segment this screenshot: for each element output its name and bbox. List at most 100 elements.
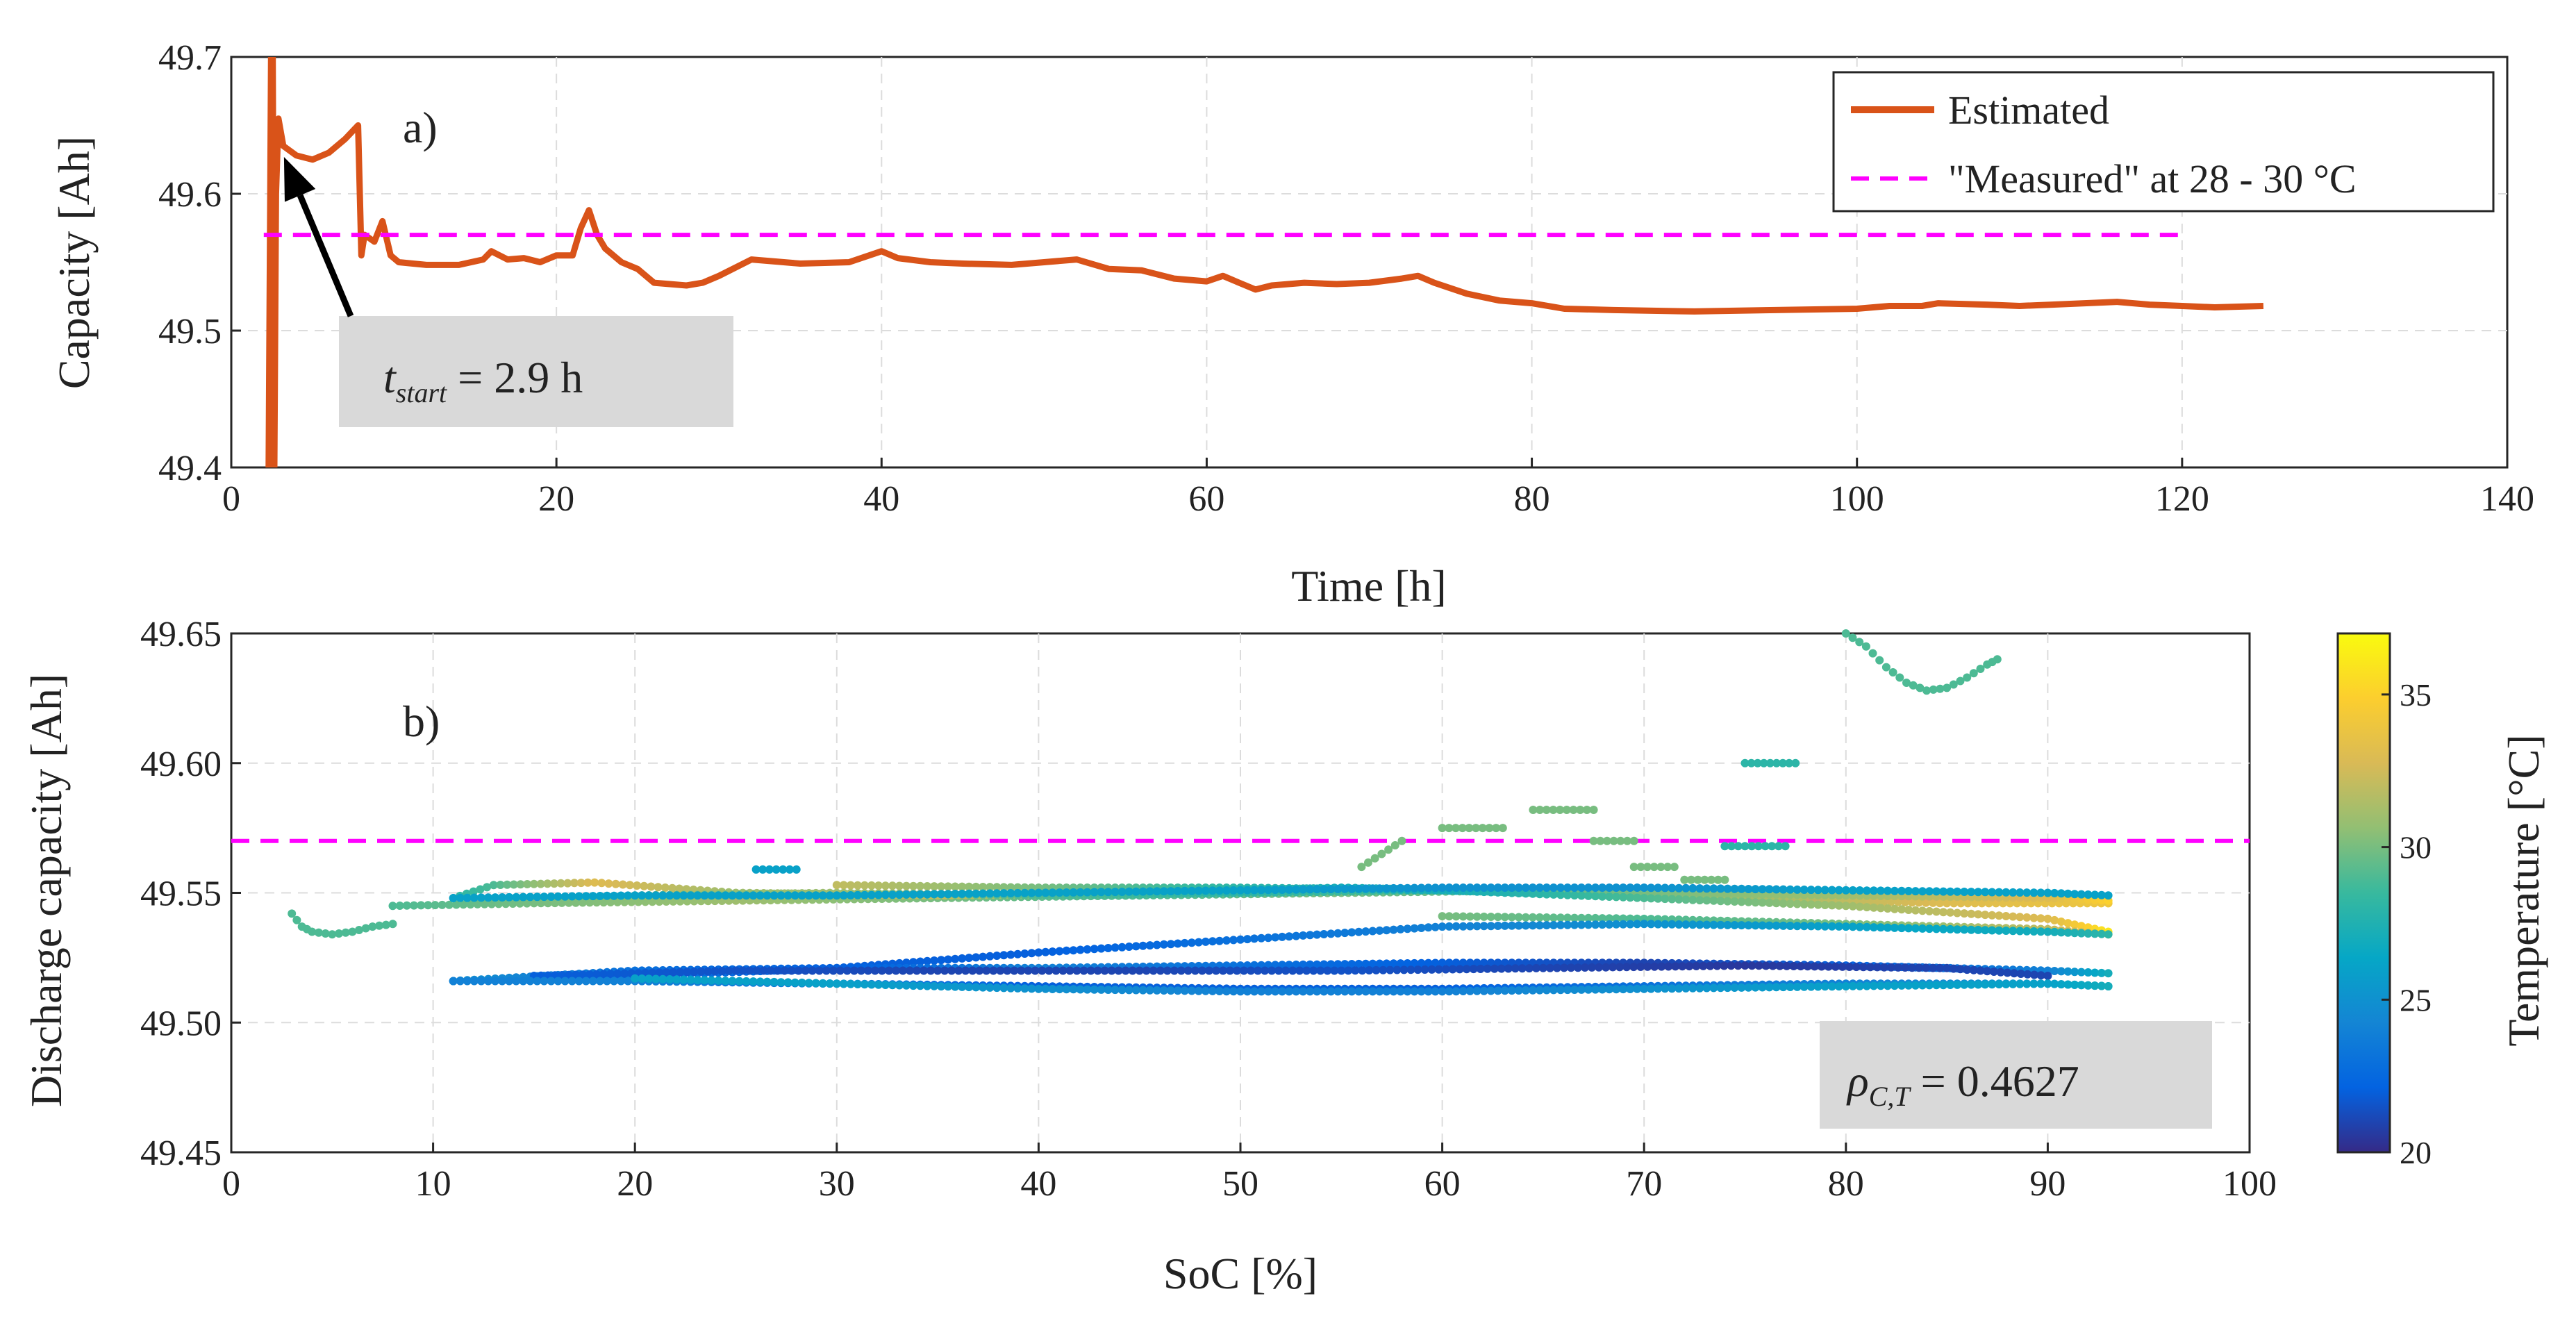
scatter-point: [1820, 886, 1829, 895]
scatter-point: [1107, 966, 1116, 975]
scatter-point: [1915, 963, 1923, 972]
scatter-point: [1939, 924, 1948, 933]
scatter-point: [1820, 982, 1829, 991]
scatter-point: [1883, 886, 1892, 895]
scatter-point: [2002, 912, 2011, 920]
scatter-point: [1156, 966, 1165, 975]
scatter-point: [579, 898, 587, 907]
scatter-point: [1041, 984, 1050, 993]
scatter-point: [1090, 985, 1099, 994]
scatter-point: [1949, 680, 1958, 689]
scatter-point: [668, 883, 676, 893]
scatter-point: [1619, 914, 1628, 923]
scatter-point: [1320, 885, 1329, 894]
scatter-point: [501, 899, 510, 908]
scatter-point: [410, 901, 418, 910]
scatter-point: [1803, 962, 1812, 971]
scatter-point: [588, 977, 597, 986]
scatter-point: [1459, 883, 1468, 892]
scatter-point: [1901, 963, 1909, 972]
scatter-point: [610, 977, 618, 986]
panel-a-xtick-label: 0: [222, 479, 240, 519]
scatter-point: [1079, 966, 1088, 975]
scatter-point: [1577, 883, 1586, 892]
scatter-point: [1180, 938, 1189, 947]
scatter-point: [1974, 910, 1983, 919]
scatter-point: [1595, 963, 1604, 972]
scatter-point: [1431, 987, 1440, 996]
scatter-point: [1327, 885, 1336, 894]
scatter-point: [1138, 887, 1147, 896]
scatter-point: [1687, 875, 1695, 884]
scatter-point: [1813, 886, 1822, 895]
scatter-point: [765, 865, 774, 874]
scatter-point: [1751, 898, 1760, 907]
scatter-point: [902, 881, 911, 890]
scatter-point: [1159, 986, 1168, 995]
scatter-point: [1730, 921, 1739, 929]
scatter-point: [627, 897, 636, 906]
scatter-point: [1681, 895, 1690, 904]
scatter-point: [1406, 965, 1415, 974]
scatter-point: [1582, 806, 1591, 814]
panel-b-annotation: ρC,T = 0.4627: [1846, 1056, 2079, 1112]
scatter-point: [1716, 920, 1725, 929]
scatter-point: [853, 890, 862, 899]
scatter-point: [503, 880, 512, 889]
scatter-point: [1556, 913, 1565, 922]
scatter-point: [1215, 987, 1224, 995]
scatter-point: [1493, 986, 1502, 995]
scatter-point: [1455, 965, 1464, 974]
scatter-point: [554, 977, 563, 986]
scatter-point: [1881, 663, 1891, 672]
scatter-point: [1233, 966, 1241, 975]
scatter-point: [1320, 930, 1329, 938]
scatter-point: [2043, 914, 2052, 923]
scatter-point: [1257, 987, 1266, 996]
scatter-point: [1929, 898, 1938, 907]
scatter-point: [804, 979, 813, 988]
scatter-point: [965, 954, 974, 963]
scatter-point: [1452, 912, 1461, 921]
scatter-point: [1104, 944, 1113, 952]
scatter-point: [1883, 923, 1892, 932]
scatter-point: [2043, 888, 2052, 897]
scatter-point: [1229, 987, 1238, 996]
scatter-point: [1445, 883, 1454, 892]
scatter-point: [1045, 966, 1054, 975]
scatter-point: [1438, 958, 1447, 968]
scatter-point: [1441, 965, 1450, 974]
scatter-point: [1452, 922, 1461, 931]
scatter-point: [1622, 963, 1631, 972]
scatter-point: [1883, 904, 1892, 913]
scatter-point: [958, 882, 967, 891]
scatter-point: [1591, 892, 1600, 901]
scatter-point: [1605, 920, 1614, 929]
scatter-point: [1514, 913, 1523, 922]
scatter-point: [1438, 883, 1447, 892]
scatter-point: [1800, 886, 1809, 894]
scatter-point: [2084, 929, 2093, 938]
scatter-point: [1647, 883, 1656, 893]
scatter-point: [1222, 987, 1231, 996]
scatter-point: [849, 966, 858, 975]
scatter-point: [1841, 902, 1850, 911]
scatter-point: [1299, 987, 1308, 996]
scatter-point: [1524, 964, 1534, 973]
scatter-point: [707, 891, 716, 900]
scatter-point: [565, 898, 573, 907]
panel-b-ytick-label: 49.55: [140, 874, 222, 914]
scatter-point: [1486, 986, 1495, 995]
scatter-point: [1226, 966, 1234, 975]
scatter-point: [536, 879, 545, 888]
scatter-point: [1876, 886, 1885, 895]
scatter-point: [1668, 895, 1677, 904]
scatter-point: [1459, 922, 1468, 931]
scatter-point: [466, 900, 475, 909]
scatter-point: [606, 970, 615, 979]
scatter-point: [856, 966, 865, 975]
scatter-point: [672, 975, 681, 984]
scatter-point: [452, 900, 460, 909]
scatter-point: [1779, 899, 1788, 908]
